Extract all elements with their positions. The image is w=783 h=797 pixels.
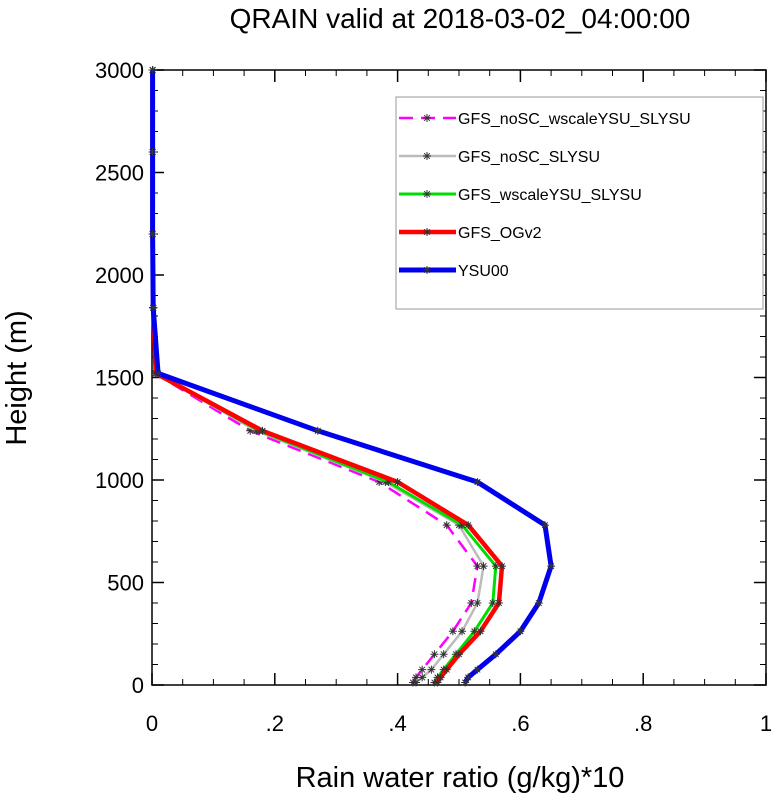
legend-item: GFS_OGv2 <box>399 225 542 242</box>
x-tick-labels: 0 .2 .4 .6 .8 1 <box>146 711 772 736</box>
data-point-marker <box>464 673 473 682</box>
data-point-marker <box>418 665 427 674</box>
legend: GFS_noSC_wscaleYSU_SLYSU GFS_noSC_SLYSU GF… <box>395 96 764 310</box>
data-point-marker <box>258 426 267 435</box>
data-point-marker <box>479 562 488 571</box>
data-point-marker <box>547 562 556 571</box>
y-tick-label: 1000 <box>95 468 144 493</box>
y-tick-label: 2500 <box>95 161 144 186</box>
y-tick-label: 0 <box>132 673 144 698</box>
data-point-marker <box>473 665 482 674</box>
plot-area <box>148 66 767 687</box>
data-point-marker <box>149 303 158 312</box>
x-tick-label: .8 <box>634 711 652 736</box>
data-point-marker <box>148 66 157 74</box>
data-point-marker <box>491 650 500 659</box>
series-lines <box>148 66 556 687</box>
data-point-marker <box>476 627 485 636</box>
legend-box <box>395 96 764 310</box>
legend-label: GFS_wscaleYSU_SLYSU <box>458 187 642 204</box>
data-point-marker <box>473 478 482 487</box>
data-point-marker <box>384 478 393 487</box>
data-point-marker <box>148 148 157 156</box>
data-point-marker <box>427 665 436 674</box>
data-point-marker <box>418 673 427 682</box>
data-point-marker <box>534 599 543 607</box>
data-point-marker <box>488 599 497 607</box>
data-point-marker <box>458 627 467 636</box>
legend-label: GFS_noSC_wscaleYSU_SLYSU <box>458 111 691 128</box>
x-tick-label: .2 <box>266 711 284 736</box>
data-point-marker <box>433 678 442 687</box>
legend-label: YSU00 <box>458 263 509 280</box>
data-point-marker <box>461 678 470 687</box>
legend-item: YSU00 <box>399 263 509 280</box>
data-point-marker <box>393 478 402 487</box>
data-point-marker <box>423 190 431 198</box>
data-point-marker <box>375 478 384 487</box>
series-5 <box>148 66 556 687</box>
data-point-marker <box>423 266 431 274</box>
x-tick-label: .4 <box>388 711 406 736</box>
data-point-marker <box>423 152 431 160</box>
data-point-marker <box>540 521 549 530</box>
data-point-marker <box>442 665 451 674</box>
data-point-marker <box>470 627 479 636</box>
y-tick-label: 500 <box>107 571 144 596</box>
data-point-marker <box>467 599 476 607</box>
x-axis-title: Rain water ratio (g/kg)*10 <box>296 762 625 794</box>
data-point-marker <box>473 562 482 571</box>
data-point-marker <box>516 627 525 636</box>
data-point-marker <box>442 521 451 530</box>
x-tick-label: 0 <box>146 711 158 736</box>
data-point-marker <box>423 228 431 236</box>
data-point-marker <box>246 426 255 435</box>
y-tick-label: 2000 <box>95 263 144 288</box>
data-point-marker <box>412 673 421 682</box>
y-tick-labels: 0 500 1000 1500 2000 2500 3000 <box>95 58 144 698</box>
x-tick-label: .6 <box>511 711 529 736</box>
data-point-marker <box>423 114 431 122</box>
legend-item: GFS_noSC_SLYSU <box>399 149 600 166</box>
data-point-marker <box>154 369 163 378</box>
y-axis-title: Height (m) <box>1 310 33 445</box>
legend-label: GFS_OGv2 <box>458 225 542 242</box>
legend-item: GFS_noSC_wscaleYSU_SLYSU <box>399 111 691 128</box>
legend-label: GFS_noSC_SLYSU <box>458 149 600 166</box>
data-point-marker <box>491 562 500 571</box>
data-point-marker <box>439 650 448 659</box>
data-point-marker <box>455 650 463 659</box>
data-point-marker <box>464 521 473 530</box>
chart-title: QRAIN valid at 2018-03-02_04:00:00 <box>230 3 691 34</box>
data-point-marker <box>430 650 439 659</box>
data-point-marker <box>148 230 157 238</box>
data-point-marker <box>494 599 503 607</box>
x-tick-label: 1 <box>760 711 772 736</box>
legend-item: GFS_wscaleYSU_SLYSU <box>399 187 642 204</box>
data-point-marker <box>436 673 445 682</box>
data-point-marker <box>458 521 467 530</box>
y-tick-label: 3000 <box>95 58 144 83</box>
data-point-marker <box>448 627 457 636</box>
data-point-marker <box>473 599 482 607</box>
data-point-marker <box>497 562 506 571</box>
y-tick-label: 1500 <box>95 366 144 391</box>
data-point-marker <box>313 426 322 435</box>
data-point-marker <box>412 678 421 687</box>
